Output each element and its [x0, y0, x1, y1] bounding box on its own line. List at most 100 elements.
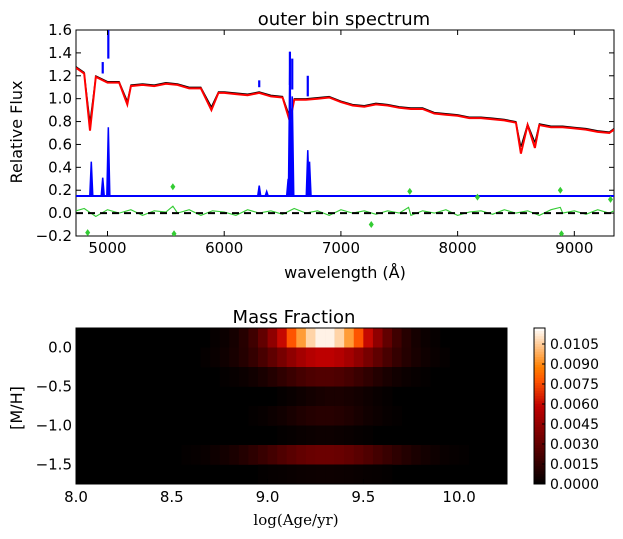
heatmap-cells	[76, 328, 507, 485]
colorbar-segment	[534, 445, 545, 448]
heatmap-cell	[353, 425, 364, 446]
heatmap-cell	[305, 347, 316, 368]
spectrum-panel: outer bin spectrum 1.6 1.4 1.2 1.0 0.8 0.6 0.4…	[7, 9, 615, 282]
heatmap-cell	[315, 425, 326, 446]
colorbar-segment	[534, 374, 545, 378]
colorbar-tick-label: 0.0105	[550, 337, 599, 353]
heatmap-cell	[344, 386, 355, 407]
heatmap-cell	[200, 445, 211, 465]
heatmap-cell	[334, 328, 345, 348]
colorbar-segment	[534, 413, 545, 417]
heatmap-cell	[401, 347, 412, 368]
colorbar-segment	[534, 426, 545, 430]
heatmap-cell	[430, 347, 441, 368]
heatmap-cell	[229, 445, 240, 465]
heatmap-cell	[363, 367, 374, 387]
y-tick-label: 0.0	[48, 204, 72, 222]
emission-line	[106, 127, 111, 196]
x-tick-label: 9000	[555, 239, 593, 257]
y-tick-label: 1.4	[48, 44, 72, 62]
heatmap-cell	[420, 347, 431, 368]
colorbar-segment	[534, 463, 545, 467]
spectrum-x-axis: 5000 6000 7000 8000 9000	[88, 30, 593, 257]
heatmap-cell	[315, 367, 326, 387]
heatmap-cell	[219, 328, 230, 348]
heatmap-cell	[334, 445, 345, 465]
heatmap-cell	[286, 347, 297, 368]
heatmap-cell	[401, 445, 412, 465]
x-tick-label: 5000	[88, 239, 126, 257]
heatmap-cell	[334, 464, 345, 485]
heatmap-cell	[277, 425, 288, 446]
colorbar-segment	[534, 333, 545, 337]
spectrum-title: outer bin spectrum	[258, 9, 430, 30]
series-observed-spectrum	[76, 66, 614, 147]
x-tick-label: 9.5	[351, 488, 375, 506]
colorbar-segment	[534, 473, 545, 477]
heatmap-cell	[286, 425, 297, 446]
heatmap-cell	[401, 367, 412, 387]
heatmap-cell	[315, 328, 326, 348]
heatmap-cell	[229, 367, 240, 387]
colorbar-tick-label: 0.0030	[550, 437, 599, 453]
heatmap-cell	[344, 328, 355, 348]
heatmap-cell	[334, 347, 345, 368]
heatmap-cell	[420, 445, 431, 465]
heatmap-cell	[439, 445, 450, 465]
heatmap-cell	[305, 386, 316, 407]
heatmap-cell	[305, 445, 316, 465]
spectrum-y-axis: 1.6 1.4 1.2 1.0 0.8 0.6 0.4 0.2 0.0 −0.2	[36, 21, 614, 245]
y-tick-label: −1.5	[36, 456, 72, 474]
colorbar-segment	[534, 458, 545, 461]
colorbar-segment	[534, 346, 545, 350]
colorbar-segment	[534, 359, 545, 363]
emission-line	[290, 96, 295, 196]
heatmap-cell	[372, 386, 383, 407]
series-residuals	[76, 205, 614, 218]
heatmap-cell	[325, 406, 335, 426]
y-tick-label: −1.0	[36, 417, 72, 435]
colorbar-segment	[534, 411, 545, 415]
heatmap-cell	[382, 386, 393, 407]
heatmap-cell	[344, 347, 355, 368]
heatmap-cell	[411, 367, 422, 387]
heatmap-cell	[401, 328, 412, 348]
heatmap-cell	[248, 367, 259, 387]
heatmap-cell	[325, 386, 335, 407]
colorbar-segment	[534, 330, 545, 334]
colorbar-segment	[534, 400, 545, 404]
heatmap-cell	[286, 406, 297, 426]
heatmap-cell	[200, 347, 211, 368]
colorbar-segment	[534, 471, 545, 474]
colorbar-segment	[534, 429, 545, 433]
heatmap-x-label: log(Age/yr)	[253, 511, 338, 529]
heatmap-cell	[363, 406, 374, 426]
colorbar-segment	[534, 369, 545, 373]
heatmap-cell	[344, 425, 355, 446]
heatmap-cell	[219, 445, 230, 465]
heatmap-cell	[439, 347, 450, 368]
heatmap-cell	[363, 328, 374, 348]
heatmap-cell	[257, 328, 268, 348]
x-tick-label: 6000	[205, 239, 243, 257]
heatmap-cell	[267, 406, 278, 426]
heatmap-cell	[248, 328, 259, 348]
heatmap-cell	[420, 367, 431, 387]
x-tick-label: 8000	[439, 239, 477, 257]
heatmap-cell	[353, 386, 364, 407]
heatmap-cell	[392, 406, 402, 426]
heatmap-cell	[392, 347, 402, 368]
y-tick-label: 0.6	[48, 135, 72, 153]
heatmap-cell	[267, 328, 278, 348]
spectrum-series	[76, 30, 614, 236]
heatmap-cell	[238, 347, 249, 368]
heatmap-cell	[229, 347, 240, 368]
heatmap-cell	[296, 328, 307, 348]
colorbar-segment	[534, 341, 545, 344]
heatmap-cell	[277, 406, 288, 426]
spectrum-x-label: wavelength (Å)	[284, 263, 406, 282]
heatmap-cell	[219, 347, 230, 368]
residual-marker	[558, 230, 564, 236]
y-tick-label: 1.6	[48, 21, 72, 39]
colorbar-segment	[534, 421, 545, 425]
